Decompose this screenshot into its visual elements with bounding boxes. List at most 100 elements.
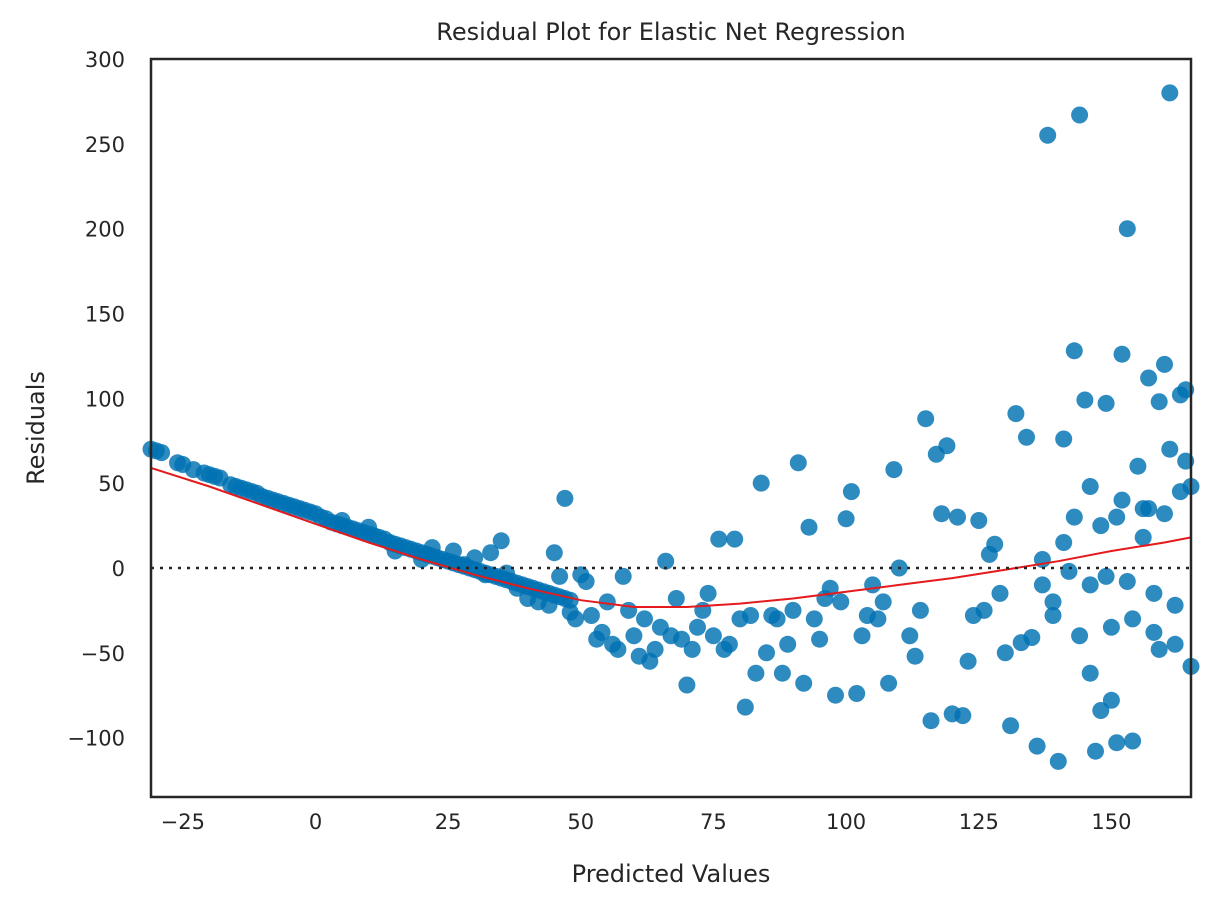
chart-title: Residual Plot for Elastic Net Regression bbox=[436, 18, 905, 46]
data-point bbox=[1118, 220, 1136, 238]
data-point bbox=[1055, 430, 1073, 448]
data-point bbox=[1124, 610, 1142, 628]
data-point bbox=[582, 607, 600, 624]
data-point bbox=[1076, 391, 1094, 409]
data-point bbox=[551, 567, 569, 585]
data-point bbox=[1108, 734, 1126, 752]
data-point bbox=[758, 644, 775, 662]
data-point bbox=[970, 512, 988, 529]
data-point bbox=[466, 549, 484, 567]
data-point bbox=[954, 707, 972, 725]
data-point bbox=[1044, 607, 1062, 624]
data-point bbox=[996, 644, 1014, 662]
data-point bbox=[1166, 596, 1184, 614]
x-axis-label: Predicted Values bbox=[572, 860, 771, 888]
data-point bbox=[620, 601, 638, 619]
data-point bbox=[593, 623, 611, 641]
data-point bbox=[598, 593, 616, 611]
data-point bbox=[827, 686, 844, 704]
data-point bbox=[1002, 717, 1020, 735]
data-point bbox=[938, 437, 956, 455]
data-point bbox=[1039, 126, 1057, 144]
data-point bbox=[1118, 573, 1136, 590]
points-layer bbox=[142, 84, 1200, 770]
data-point bbox=[742, 607, 760, 624]
data-point bbox=[1065, 342, 1083, 360]
data-point bbox=[1113, 345, 1131, 363]
data-point bbox=[1097, 567, 1115, 585]
y-tick-label: 100 bbox=[85, 387, 125, 411]
data-point bbox=[673, 630, 691, 648]
y-tick-label: 200 bbox=[85, 218, 125, 242]
x-tick-label: 25 bbox=[435, 810, 462, 834]
data-point bbox=[1150, 393, 1168, 411]
data-point bbox=[689, 618, 706, 636]
data-point bbox=[880, 674, 898, 692]
data-point bbox=[1081, 576, 1099, 594]
x-tick-label: 125 bbox=[959, 810, 999, 834]
data-point bbox=[795, 674, 813, 692]
data-point bbox=[789, 454, 807, 472]
data-point bbox=[768, 610, 786, 628]
data-point bbox=[1140, 500, 1158, 518]
y-tick-label: 300 bbox=[85, 48, 125, 72]
x-tick-label: −25 bbox=[161, 810, 205, 834]
data-point bbox=[1161, 440, 1179, 458]
data-point bbox=[683, 640, 701, 658]
data-point bbox=[911, 601, 929, 619]
data-point bbox=[805, 610, 823, 628]
x-tick-label: 0 bbox=[309, 810, 322, 834]
data-point bbox=[540, 596, 558, 614]
data-point bbox=[1097, 394, 1115, 412]
data-point bbox=[1134, 528, 1152, 546]
data-point bbox=[609, 640, 627, 658]
y-axis-ticks: −100 −50 0 50 100 150 200 250 300 bbox=[67, 48, 125, 751]
data-point bbox=[1081, 664, 1099, 682]
data-point bbox=[1060, 562, 1078, 580]
data-point bbox=[991, 584, 1009, 602]
data-point bbox=[752, 474, 770, 492]
data-point bbox=[1166, 635, 1184, 653]
data-point bbox=[1124, 732, 1142, 750]
data-point bbox=[646, 640, 664, 658]
data-point bbox=[726, 530, 744, 548]
x-axis-ticks: −25 0 25 50 75 100 125 150 bbox=[161, 810, 1132, 834]
data-point bbox=[667, 590, 685, 607]
data-point bbox=[1023, 629, 1041, 646]
data-point bbox=[922, 712, 940, 730]
data-point bbox=[1156, 505, 1173, 523]
data-point bbox=[1102, 691, 1120, 709]
data-point bbox=[975, 601, 993, 619]
data-point bbox=[694, 601, 712, 619]
data-point bbox=[1156, 355, 1173, 373]
trend-layer bbox=[150, 466, 1192, 608]
data-point bbox=[885, 461, 903, 479]
x-tick-label: 100 bbox=[826, 810, 866, 834]
x-tick-label: 75 bbox=[700, 810, 727, 834]
data-point bbox=[901, 627, 919, 645]
data-point bbox=[704, 627, 722, 645]
data-point bbox=[747, 664, 765, 682]
data-point bbox=[1092, 517, 1110, 535]
data-point bbox=[986, 535, 1004, 553]
data-point bbox=[832, 593, 850, 611]
data-point bbox=[1145, 584, 1163, 602]
data-point bbox=[1055, 534, 1073, 551]
y-tick-label: 50 bbox=[98, 472, 125, 496]
y-tick-label: −50 bbox=[81, 642, 125, 666]
data-point bbox=[917, 410, 935, 428]
data-point bbox=[1065, 508, 1083, 526]
data-point bbox=[933, 505, 951, 523]
data-point bbox=[636, 610, 653, 628]
data-point bbox=[614, 567, 632, 585]
data-point bbox=[773, 664, 791, 682]
data-point bbox=[1108, 508, 1126, 526]
data-point bbox=[1113, 491, 1131, 509]
data-point bbox=[492, 532, 510, 550]
x-tick-label: 150 bbox=[1091, 810, 1131, 834]
y-tick-label: 250 bbox=[85, 133, 125, 157]
data-point bbox=[720, 635, 738, 653]
data-point bbox=[1049, 752, 1067, 770]
data-point bbox=[1071, 106, 1089, 124]
